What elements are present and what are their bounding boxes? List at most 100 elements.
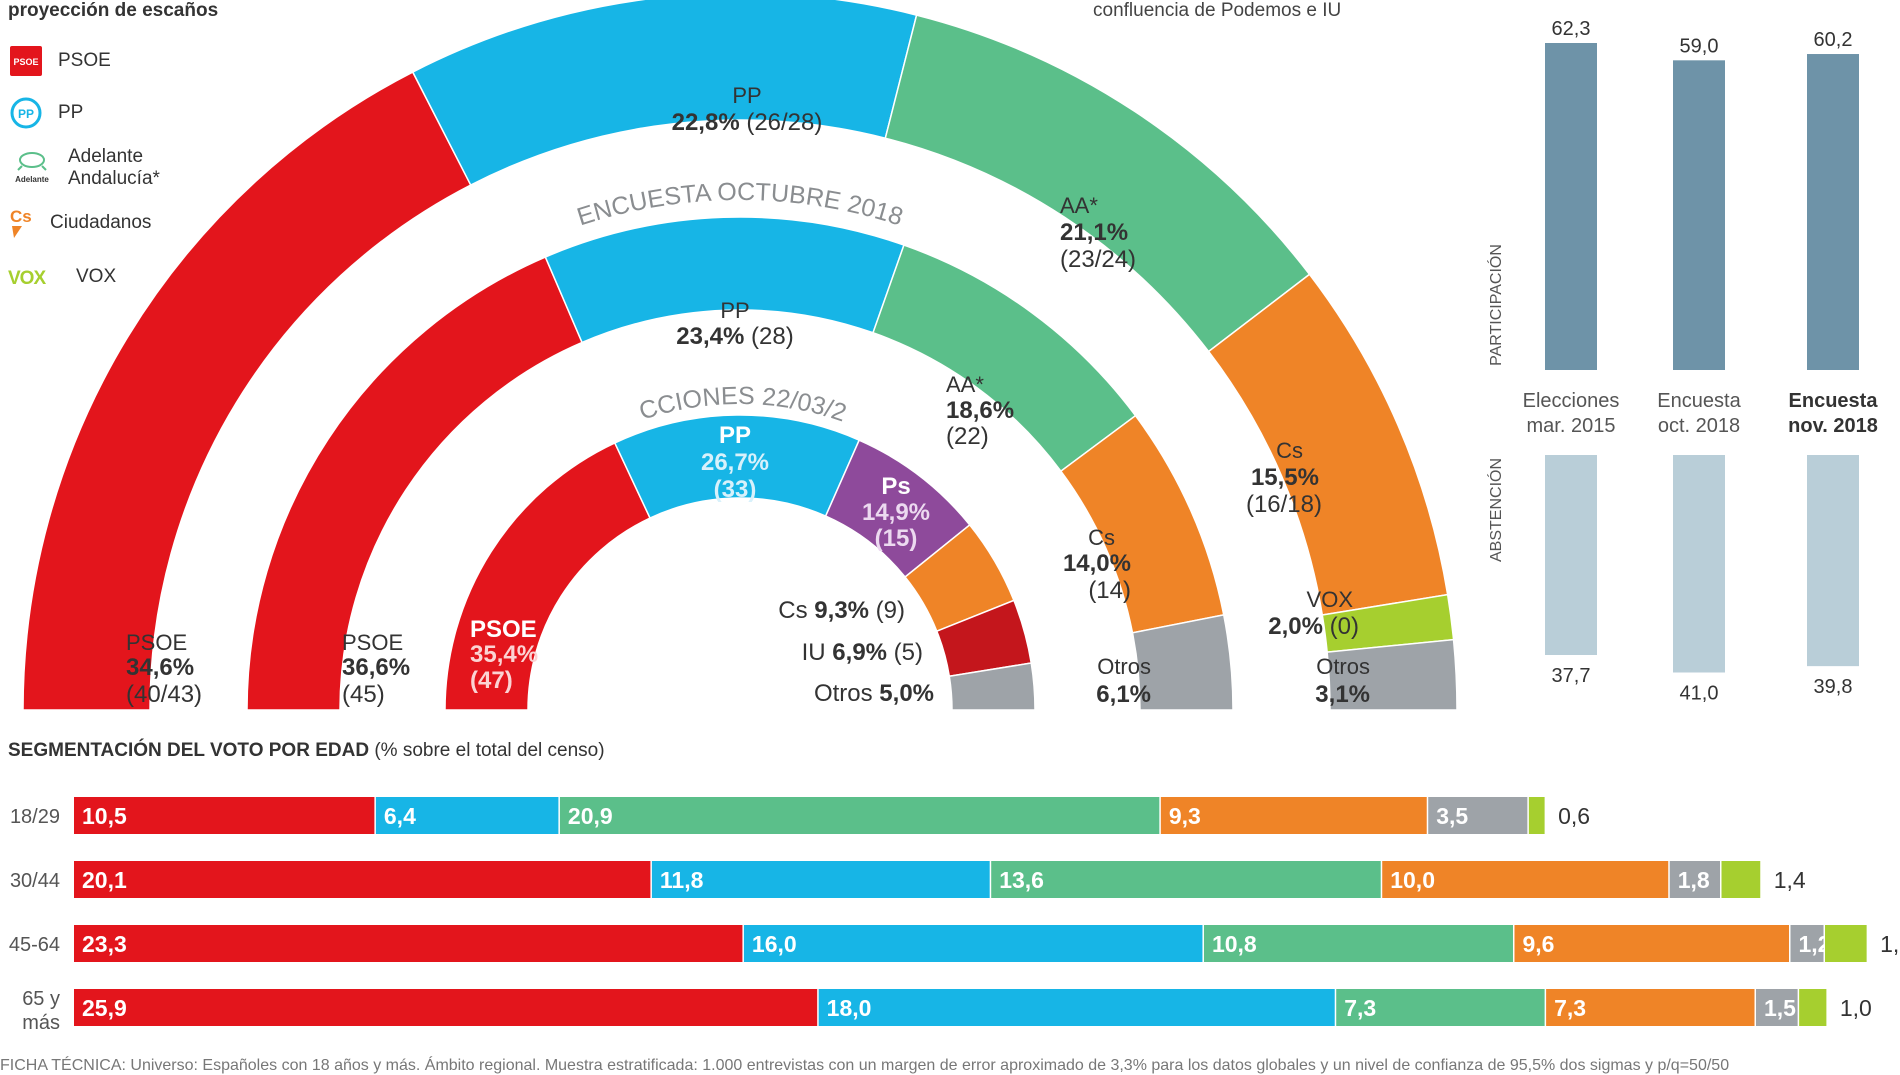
segment-value-label: 11,8 (660, 867, 704, 893)
segment-value-label: 3,5 (1436, 803, 1468, 829)
label-inner-iu: IU 6,9% (5) (802, 639, 923, 666)
svg-text:PSOE: PSOE (13, 57, 38, 67)
label-middle-cs-pct: 14,0% (1063, 550, 1131, 577)
label-middle-psoe-seats: (45) (342, 681, 385, 708)
legend-item-adelante-andalucia: Adelante Adelante Andalucía* (8, 146, 160, 190)
label-outer-psoe-seats: (40/43) (126, 681, 202, 708)
arc-middle-aa (872, 244, 1137, 473)
legend-subtitle: proyección de escaños (8, 0, 219, 21)
legend-label-line2: Andalucía* (68, 168, 160, 189)
segment-ciudadanos (1160, 797, 1427, 834)
label-outer-aa-pct: 21,1% (1060, 219, 1128, 246)
segment-value-label: 10,0 (1390, 867, 1435, 893)
technical-footnote: FICHA TÉCNICA: Universo: Españoles con 1… (0, 1057, 1730, 1074)
participation-bar (1545, 43, 1597, 370)
label-middle-pp-value: 23,4% (28) (676, 323, 793, 350)
category-label-line1: Encuesta (1657, 390, 1741, 412)
age-label: 18/29 (10, 806, 60, 828)
label-outer-psoe-name: PSOE (126, 630, 187, 655)
participation-bar (1807, 54, 1859, 371)
legend-label: PP (58, 102, 84, 123)
segment-value-label: 7,3 (1344, 995, 1376, 1021)
segment-otros (1756, 989, 1798, 1026)
semicircle-outer (22, 0, 1458, 711)
label-outer-cs-pct: 15,5% (1251, 464, 1319, 491)
category-label-line1: Encuesta (1789, 390, 1879, 412)
label-inner-ps-seats: (15) (875, 525, 918, 552)
arc-outer-psoe (22, 71, 472, 711)
top-note-aa-definition: confluencia de Podemos e IU (1093, 0, 1342, 21)
semicircle-inner (444, 414, 1036, 711)
segment-vox (1528, 797, 1545, 834)
label-inner-pp-pct: 26,7% (701, 449, 769, 476)
legend-label-line1: Adelante (68, 146, 144, 167)
abstention-value-label: 41,0 (1680, 683, 1719, 705)
segment-value-label: 1,4 (1774, 867, 1806, 893)
segment-value-label: 1,5 (1764, 995, 1796, 1021)
segment-pp (743, 925, 1203, 962)
abstention-bar (1807, 455, 1859, 667)
age-row: 18/29 10,5 6,4 20,9 9,3 3,5 0,6 (10, 797, 1590, 834)
segment-value-label: 13,6 (999, 867, 1044, 893)
abstention-bar (1545, 455, 1597, 655)
segment-otros (1669, 861, 1721, 898)
legend-item-psoe: PSOE PSOE (8, 46, 111, 76)
segment-vox (1721, 861, 1761, 898)
segment-pp (651, 861, 990, 898)
age-label: 45-64 (9, 934, 60, 956)
label-inner-pp-seats: (33) (714, 476, 757, 503)
abstention-value-label: 37,7 (1552, 665, 1591, 687)
label-middle-otros-pct: 6,1% (1096, 681, 1151, 708)
label-outer-cs-seats: (16/18) (1246, 491, 1322, 518)
segment-pp (375, 797, 559, 834)
label-inner-pp-name: PP (719, 422, 751, 449)
label-inner-psoe-name: PSOE (470, 616, 537, 643)
arc-middle-otros (1131, 613, 1234, 711)
label-inner-ps-name: Ps (881, 473, 910, 500)
label-middle-aa-pct: 18,6% (946, 397, 1014, 424)
segment-value-label: 20,1 (82, 867, 127, 893)
segment-value-label: 0,6 (1558, 803, 1590, 829)
label-outer-pp-name: PP (732, 83, 761, 108)
label-inner-ps-pct: 14,9% (862, 499, 930, 526)
label-outer-aa-name: AA* (1060, 193, 1098, 218)
segment-psoe (74, 797, 375, 834)
segment-value-label: 6,4 (384, 803, 416, 829)
participation-value-label: 59,0 (1680, 35, 1719, 57)
segment-value-label: 10,8 (1212, 931, 1257, 957)
segmentation-title: SEGMENTACIÓN DEL VOTO POR EDAD (% sobre … (8, 740, 605, 762)
label-middle-aa-seats: (22) (946, 423, 989, 450)
svg-text:VOX: VOX (8, 268, 46, 289)
segment-adelante-andalucía (991, 861, 1381, 898)
segment-adelante-andalucía (1336, 989, 1545, 1026)
age-label-line2: más (22, 1012, 60, 1034)
legend-item-vox: VOX VOX (8, 262, 116, 292)
psoe-logo-icon: PSOE (8, 46, 44, 76)
segment-adelante-andalucía (1203, 925, 1513, 962)
abstention-bar (1673, 455, 1725, 673)
label-outer-psoe-pct: 34,6% (126, 654, 194, 681)
label-middle-psoe-pct: 36,6% (342, 654, 410, 681)
segment-vox (1825, 925, 1867, 962)
age-segmentation-bars: 18/29 10,5 6,4 20,9 9,3 3,5 0,6 30/44 20,1 11,8 13… (9, 797, 1900, 1034)
svg-text:Adelante: Adelante (15, 175, 49, 184)
label-middle-cs-seats: (14) (1088, 577, 1131, 604)
segment-vox (1799, 989, 1827, 1026)
segment-value-label: 9,6 (1522, 931, 1554, 957)
segment-otros (1428, 797, 1528, 834)
segment-psoe (74, 925, 743, 962)
participation-bar (1673, 60, 1725, 371)
segment-ciudadanos (1546, 989, 1755, 1026)
segment-otros (1790, 925, 1824, 962)
segment-psoe (74, 989, 818, 1026)
label-outer-pp-value: 22,8% (26/28) (672, 109, 823, 136)
label-middle-otros-name: Otros (1097, 654, 1151, 679)
segment-pp (818, 989, 1335, 1026)
label-inner-cs: Cs 9,3% (9) (778, 597, 905, 624)
legend-item-pp: PP PP (8, 97, 84, 129)
category-label-line2: oct. 2018 (1658, 415, 1740, 437)
arc-inner-otros (948, 662, 1036, 711)
svg-text:PP: PP (18, 107, 34, 121)
age-label-line1: 65 y (22, 988, 60, 1010)
